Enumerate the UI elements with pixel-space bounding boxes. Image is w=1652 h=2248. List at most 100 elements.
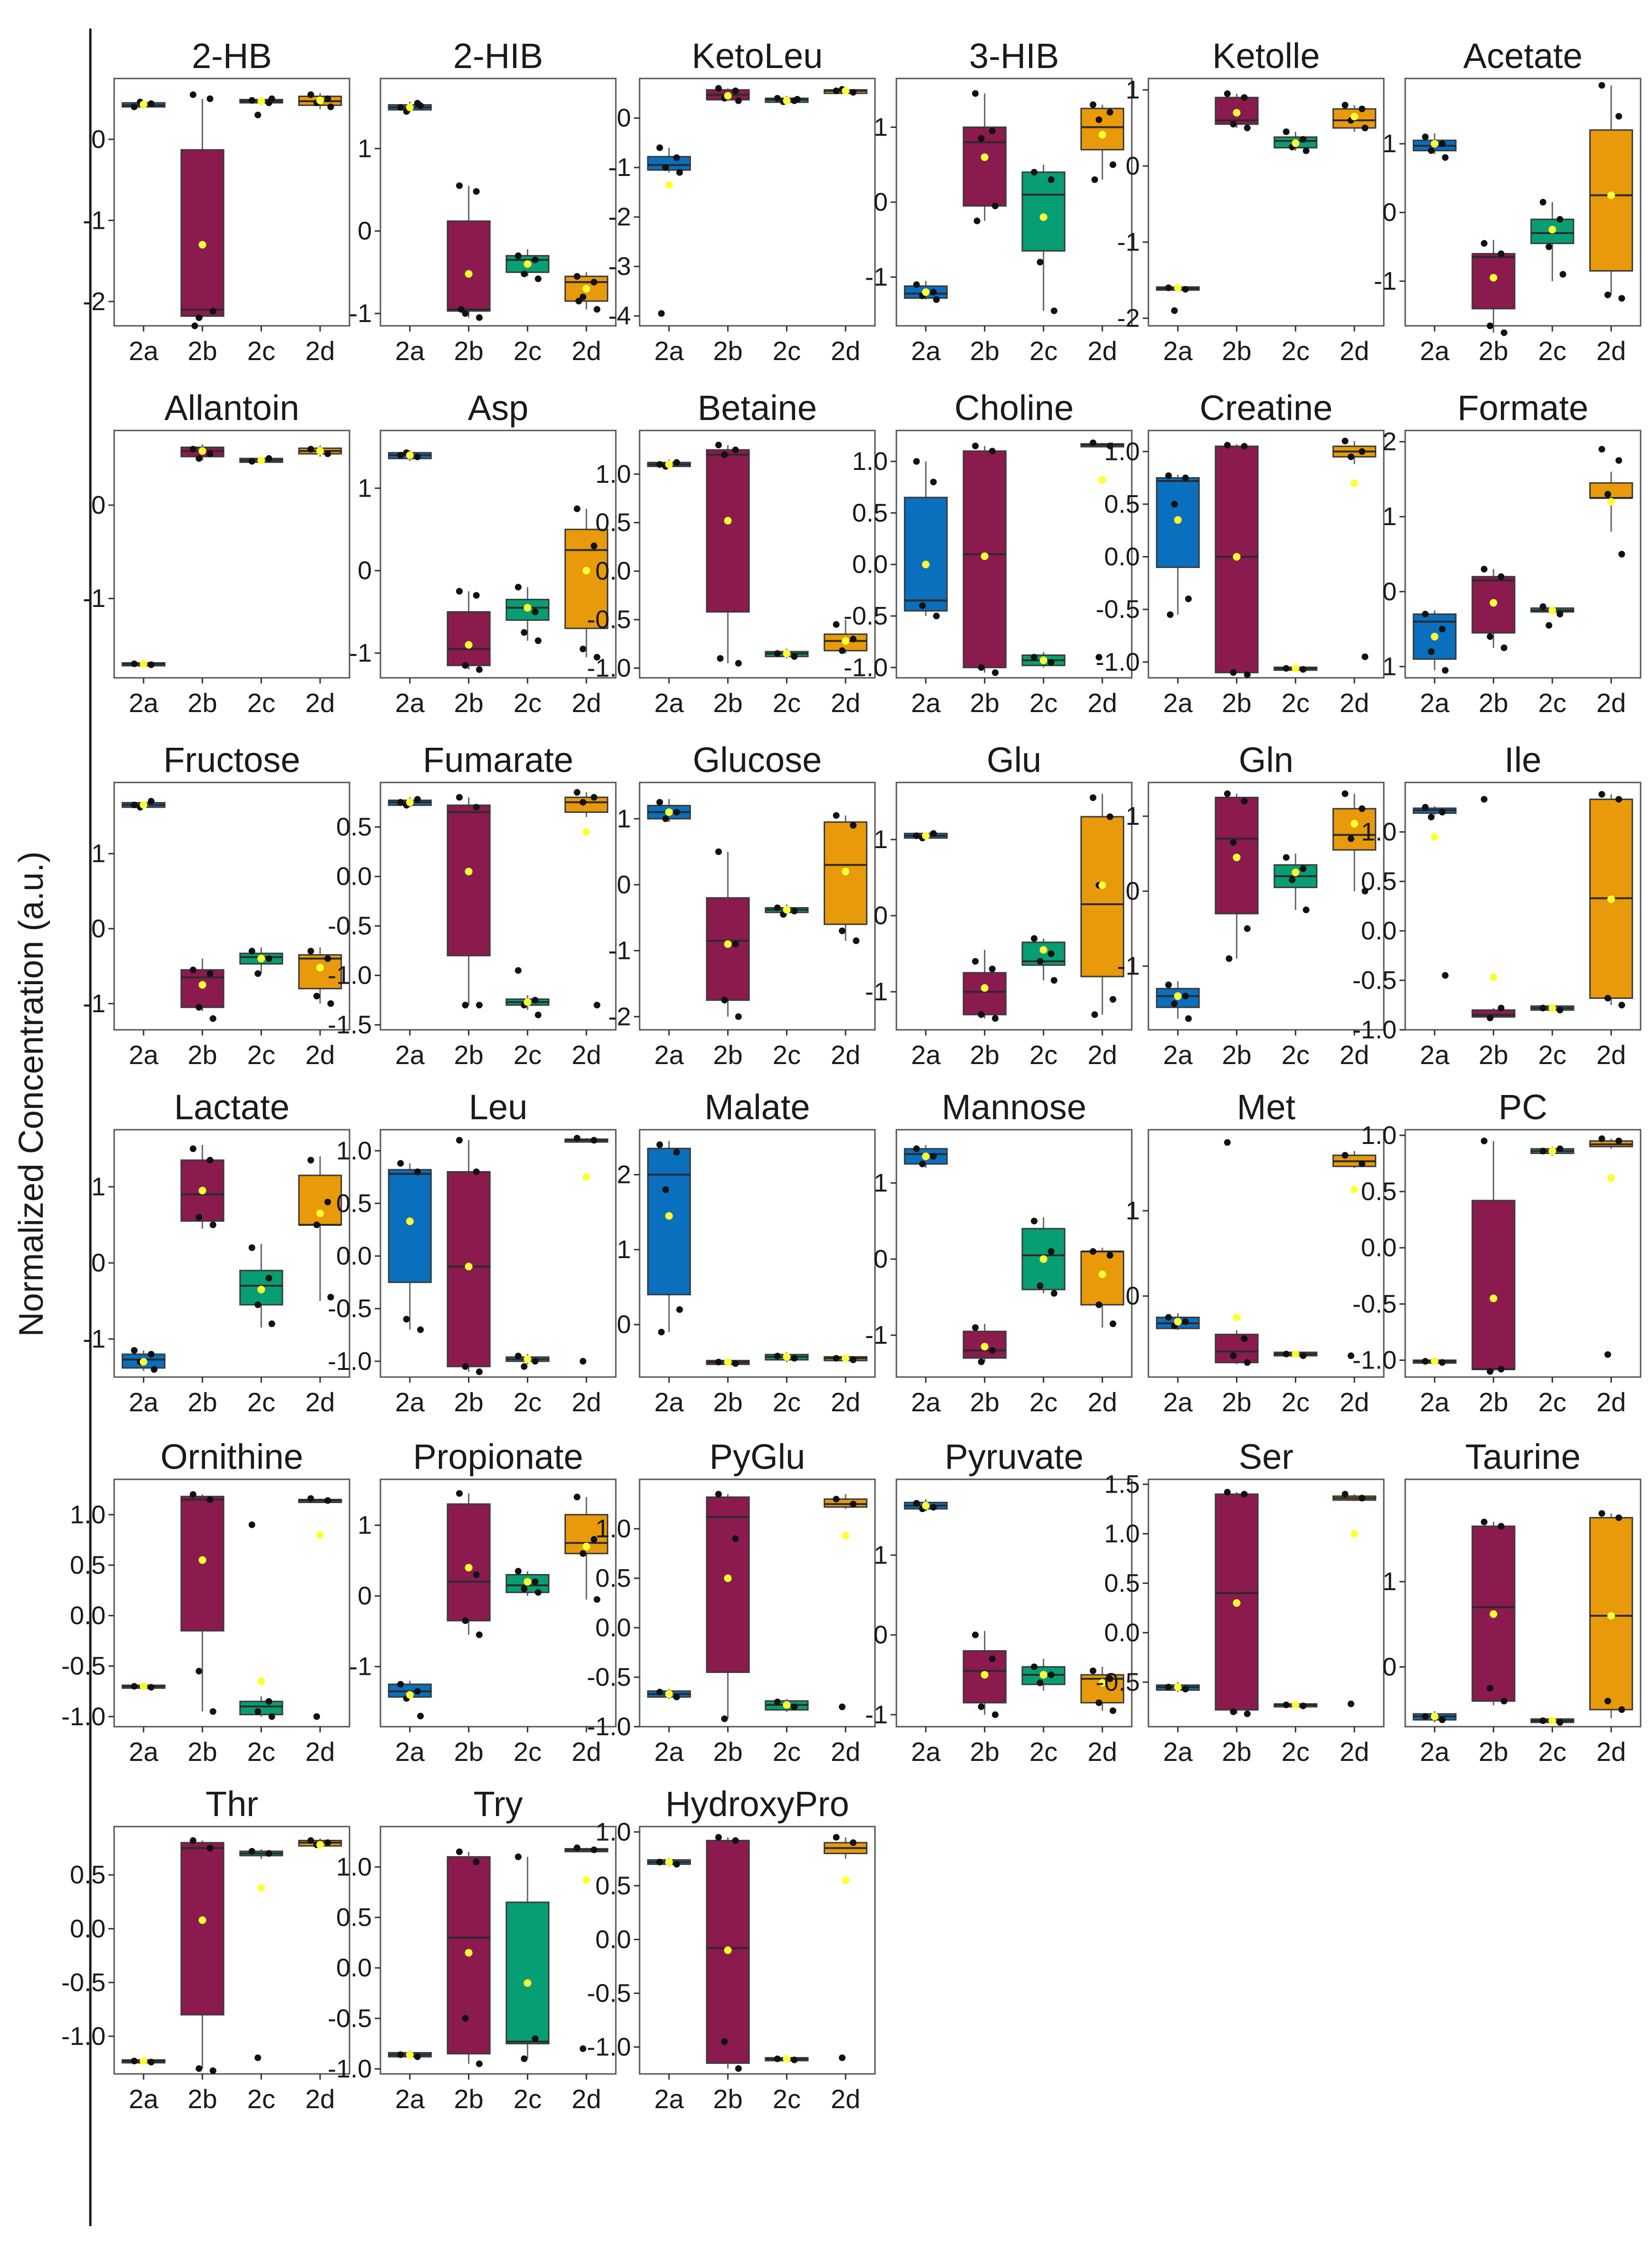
panel-leu-point-2b — [462, 1363, 469, 1370]
panel-leu-point-2a — [414, 1168, 421, 1175]
panel-3-hib-point-2d — [1089, 101, 1097, 108]
panel-fructose-ytick-label: 0 — [91, 914, 106, 943]
panel-mannose-ytick-label: 0 — [874, 1245, 888, 1273]
panel-choline-mean-2b — [981, 552, 989, 560]
panel-met-frame — [1147, 1129, 1385, 1378]
panel-mannose-point-2a — [919, 1161, 926, 1167]
panel-ketolle-ytick-label: 1 — [1126, 76, 1140, 104]
panel-pyglu-mean-2b — [724, 1574, 732, 1582]
panel-betaine-mean-2d — [842, 637, 850, 645]
panel-ketolle-point-2a — [1165, 284, 1172, 291]
panel-thr-point-2c — [248, 1848, 255, 1855]
panel-lactate-point-2a — [147, 1351, 155, 1358]
panel-ser-point-2b — [1224, 1489, 1231, 1496]
panel-allantoin-frame — [113, 430, 350, 679]
panel-fructose-xtick-label-2a: 2a — [129, 1040, 159, 1070]
panel-ketoleu-mean-2d — [842, 87, 850, 95]
panel-malate-point-2d — [850, 1356, 857, 1363]
panel-taurine-point-2b — [1481, 1518, 1488, 1525]
panel-ser-point-2d — [1347, 1701, 1354, 1708]
panel-met-xtick-label-2a: 2a — [1163, 1387, 1193, 1417]
panel-ketoleu-title: KetoLeu — [692, 36, 823, 76]
panel-propionate-point-2b — [473, 1571, 480, 1578]
panel-formate-ytick-label: 1 — [1382, 502, 1397, 531]
panel-pyruvate-mean-2b — [981, 1671, 989, 1679]
panel-creatine-mean-2b — [1233, 553, 1241, 561]
panel-mannose-point-2d — [1095, 1301, 1102, 1308]
panel-glu-xtick-label-2a: 2a — [911, 1040, 941, 1070]
panel-propionate-mean-2d — [583, 1543, 591, 1551]
panel-thr-xtick-label-2c: 2c — [247, 2084, 275, 2114]
panel-thr-mean-2a — [139, 2057, 147, 2065]
panel-ser-point-2a — [1165, 1683, 1172, 1691]
panel-ornithine-mean-2a — [139, 1682, 147, 1691]
panel-try-point-2a — [397, 2051, 404, 2058]
panel-creatine-title: Creatine — [1200, 388, 1333, 428]
panel-ketolle-point-2d — [1341, 102, 1349, 108]
panel-ornithine-point-2c — [268, 1713, 275, 1720]
panel-ile-point-2b — [1481, 796, 1488, 803]
panel-allantoin-ytick-label: 0 — [91, 491, 106, 519]
panel-glucose-mean-2d — [842, 868, 850, 876]
panel-acetate-point-2a — [1422, 133, 1429, 140]
panel-lactate-point-2b — [206, 1157, 214, 1163]
panel-3-hib-point-2b — [989, 127, 996, 135]
panel-3-hib-mean-2a — [922, 288, 930, 296]
panel-choline-point-2b — [991, 669, 999, 676]
panel-malate-xtick-label-2b: 2b — [713, 1387, 742, 1417]
panel-taurine-point-2d — [1618, 1706, 1625, 1713]
panel-betaine-ytick-label: 0.0 — [595, 557, 631, 586]
panel-gln-point-2c — [1283, 854, 1290, 861]
panel-leu-ytick-label: -1.0 — [328, 1347, 372, 1376]
panel-gln-ytick-label: -1 — [1117, 952, 1140, 980]
panel-2-hib-point-2d — [579, 293, 586, 301]
panel-choline-point-2b — [989, 448, 996, 455]
panel-ornithine-point-2d — [307, 1495, 314, 1502]
panel-betaine-box-2b — [706, 449, 750, 613]
panel-lactate-point-2d — [327, 1294, 334, 1300]
panel-2-hb-title: 2-HB — [192, 36, 272, 76]
panel-gln-ytick-label: 0 — [1126, 877, 1140, 905]
panel-taurine-mean-2a — [1430, 1712, 1438, 1720]
panel-fructose-point-2b — [206, 970, 214, 977]
panel-propionate-point-2d — [593, 1596, 601, 1603]
panel-try-mean-2a — [406, 2051, 414, 2059]
panel-pyruvate-point-2c — [1048, 1671, 1055, 1678]
panel-fructose-point-2d — [327, 1000, 334, 1007]
panel-thr-point-2d — [307, 1837, 314, 1844]
panel-fumarate: Fumarate 0.5 0.0 -0.5 -1.0 -1.5 2a 2b 2c 2d — [328, 740, 617, 1070]
panel-glu-mean-2a — [922, 832, 930, 840]
panel-glu-xtick-label-2b: 2b — [970, 1040, 999, 1070]
panel-ile-ytick-label: -0.5 — [1352, 966, 1397, 995]
panel-ser-ytick-label: 0.0 — [1104, 1618, 1140, 1647]
panel-pc-point-2c — [1539, 1147, 1546, 1154]
panel-glucose-mean-2c — [783, 906, 791, 914]
panel-ketolle-xtick-label-2a: 2a — [1163, 336, 1193, 366]
panel-fumarate-point-2c — [534, 1011, 542, 1018]
panel-ketolle-mean-2a — [1174, 284, 1182, 292]
panel-ile-mean-2c — [1548, 1004, 1556, 1012]
panel-fumarate-point-2a — [414, 796, 421, 803]
panel-met-ytick-label: 1 — [1126, 1196, 1140, 1225]
panel-ornithine-point-2b — [195, 1668, 203, 1675]
panel-asp-point-2c — [515, 584, 522, 591]
panel-thr-point-2a — [131, 2057, 138, 2064]
panel-met-point-2a — [1182, 1318, 1189, 1325]
panel-leu-point-2b — [456, 1137, 463, 1144]
panel-fructose-point-2c — [265, 955, 272, 962]
panel-hydroxypro-mean-2d — [842, 1877, 850, 1885]
panel-fructose-point-2d — [307, 948, 314, 955]
panel-acetate-xtick-label-2c: 2c — [1538, 336, 1566, 366]
panel-malate-ytick-label: 2 — [617, 1161, 631, 1189]
panel-malate-mean-2c — [783, 1353, 791, 1361]
panel-fumarate-point-2b — [456, 794, 463, 801]
panel-acetate-ytick-label: 1 — [1382, 129, 1397, 158]
panel-mannose-point-2c — [1030, 1218, 1038, 1224]
panel-2-hib-box-2b — [447, 220, 491, 312]
panel-allantoin-point-2b — [195, 455, 203, 462]
panel-leu-ytick-label: 0.5 — [336, 1189, 372, 1218]
panel-gln-point-2d — [1347, 835, 1354, 842]
panel-lactate-mean-2a — [139, 1358, 147, 1366]
panel-creatine-point-2b — [1224, 441, 1231, 449]
panel-betaine-title: Betaine — [698, 388, 817, 428]
